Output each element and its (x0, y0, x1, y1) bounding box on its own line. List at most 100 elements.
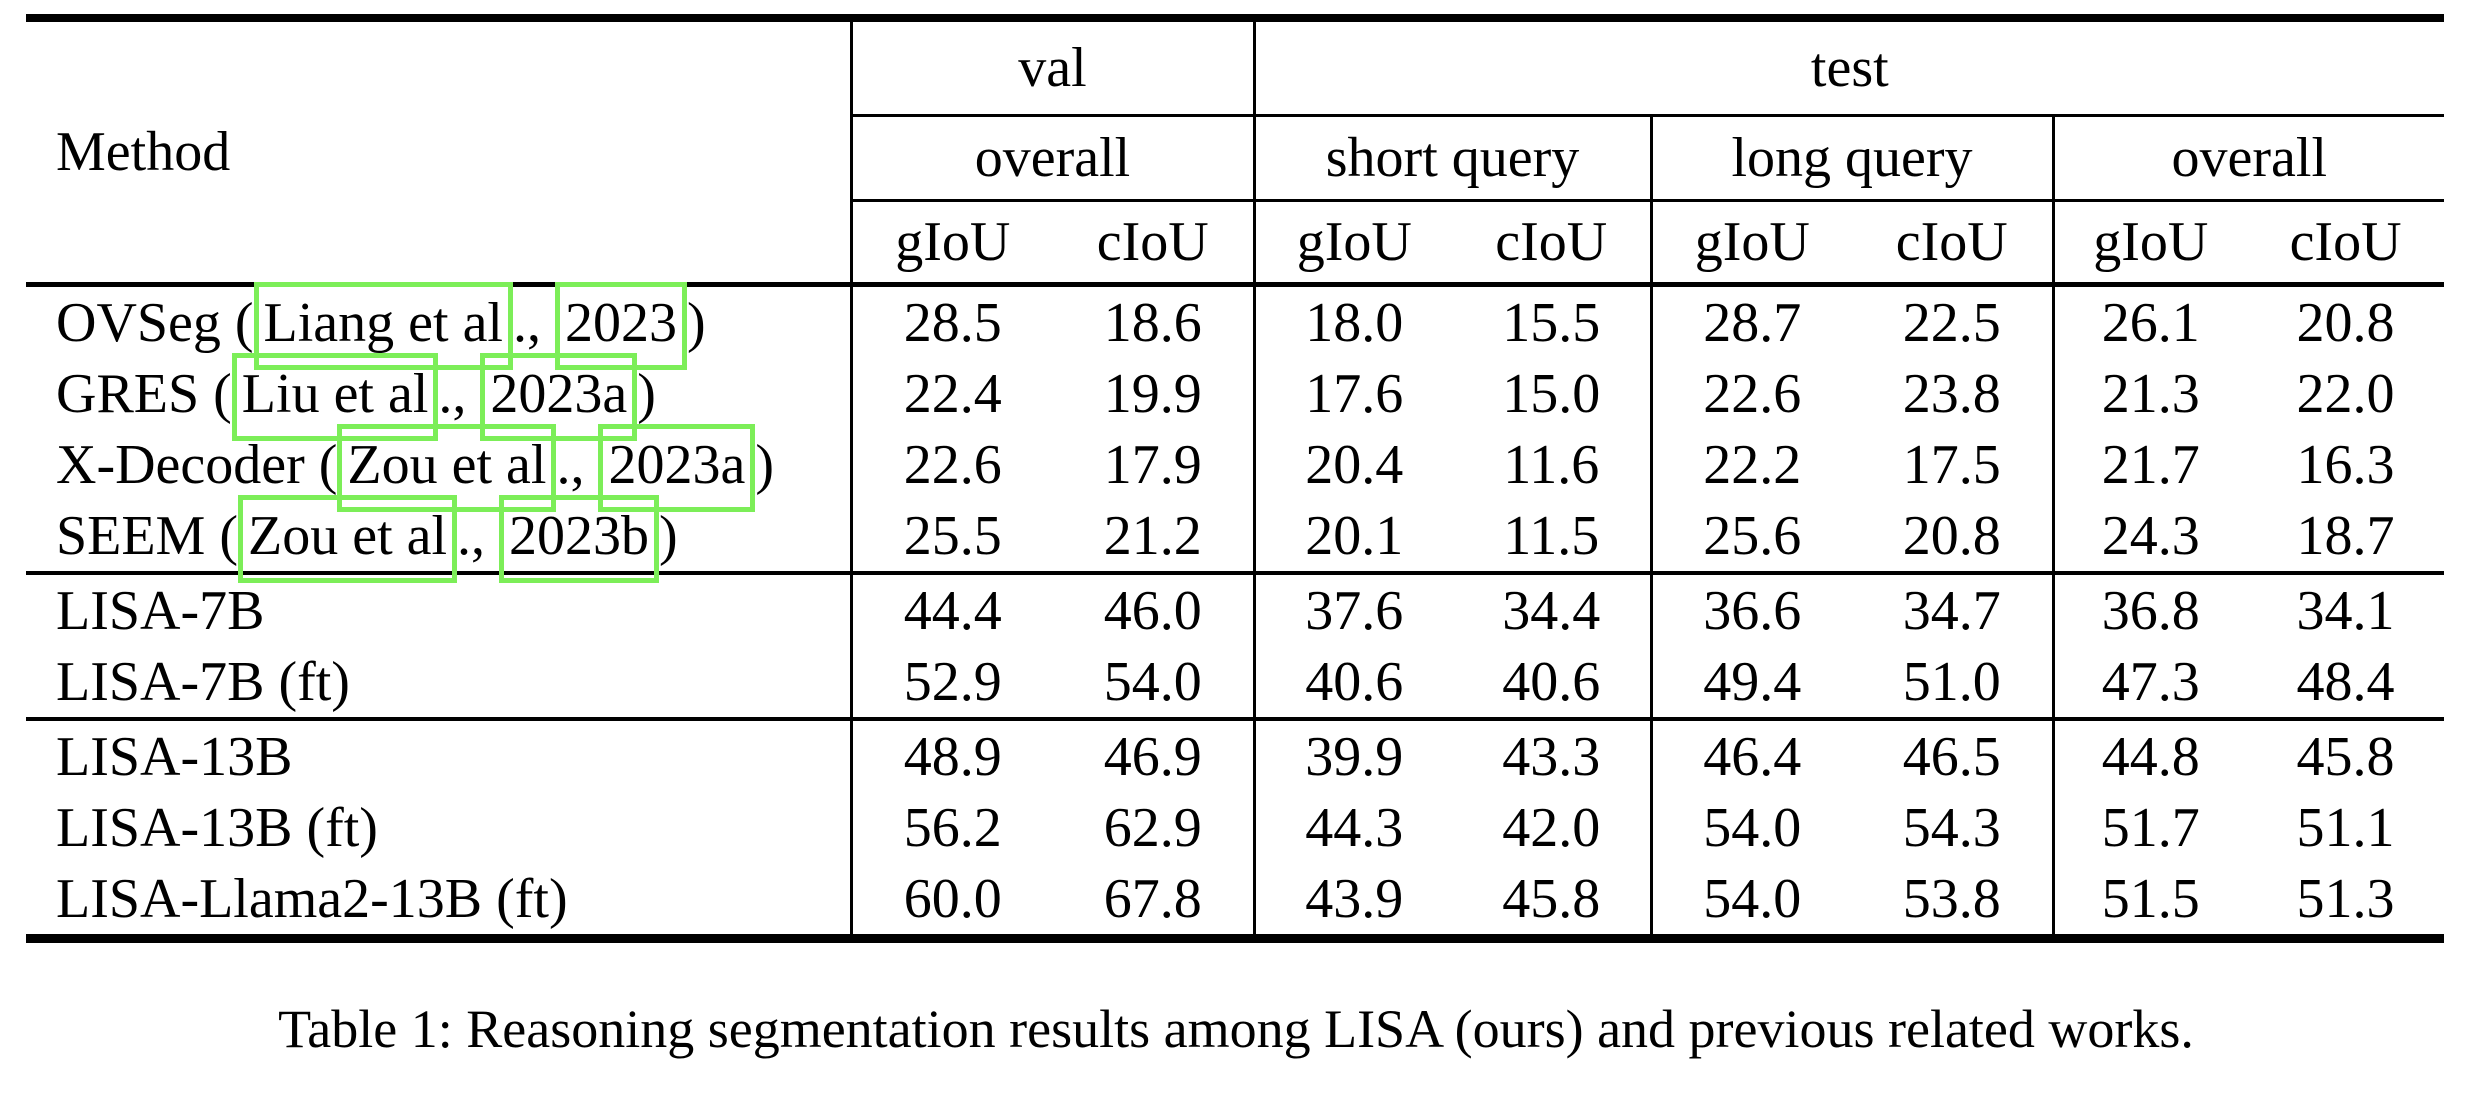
test-long-giou: 22.6 (1649, 358, 1853, 429)
test-overall-giou: 51.5 (2051, 863, 2248, 939)
method-name: LISA-7B (56, 579, 265, 642)
test-long-ciou: 17.5 (1902, 433, 2001, 496)
column-header-giou: gIoU (1252, 200, 1454, 287)
column-header-giou: gIoU (2051, 200, 2248, 287)
test-overall-giou: 21.7 (2051, 429, 2248, 500)
citation-author-link[interactable]: Liang et al (253, 281, 513, 370)
test-overall-ciou: 34.1 (2247, 571, 2445, 646)
test-overall-ciou: 20.8 (2296, 291, 2395, 354)
citation-separator: ., (457, 504, 500, 567)
test-short-ciou: 40.6 (1502, 650, 1601, 713)
test-long-giou: 54.0 (1649, 792, 1853, 863)
header-row-subgroups: overall short query long query overall (26, 115, 2445, 202)
test-long-ciou: 34.7 (1852, 571, 2054, 646)
column-header-ciou: cIoU (2247, 200, 2445, 287)
method-name: SEEM ( (56, 504, 238, 567)
table-row: LISA-13B 48.9 46.9 39.9 43.3 46.4 46.5 4… (26, 717, 2445, 792)
method-cell: OVSeg (Liang et al., 2023) (26, 281, 851, 370)
citation-separator: ., (512, 291, 555, 354)
test-short-giou: 37.6 (1252, 571, 1454, 646)
val-overall-giou: 22.4 (849, 358, 1053, 429)
test-overall-giou: 51.7 (2051, 792, 2248, 863)
method-name: LISA-13B (ft) (56, 796, 378, 859)
method-suffix: ) (637, 362, 656, 425)
group-lisa-7b: LISA-7B 44.4 46.0 37.6 34.4 36.6 34.7 36… (26, 571, 2445, 719)
citation-author-link[interactable]: Zou et al (238, 494, 458, 583)
table-row: X-Decoder (Zou et al., 2023a) 22.6 17.9 … (26, 423, 2444, 512)
citation-year-link[interactable]: 2023 (554, 281, 687, 370)
column-subgroup-long-query: long query (1649, 115, 2054, 202)
test-long-giou: 28.7 (1649, 284, 1853, 358)
group-lisa-13b: LISA-13B 48.9 46.9 39.9 43.3 46.4 46.5 4… (26, 717, 2445, 939)
column-header-method: Method (26, 18, 851, 287)
header-row-splits: Method val test (26, 18, 2445, 287)
method-cell: X-Decoder (Zou et al., 2023a) (26, 423, 851, 512)
citation-author-link[interactable]: Zou et al (337, 423, 557, 512)
table-row: SEEM (Zou et al., 2023b) 25.5 21.2 20.1 … (26, 494, 2444, 583)
column-header-ciou: cIoU (1053, 200, 1255, 287)
test-long-ciou: 23.8 (1902, 362, 2001, 425)
citation-year-link[interactable]: 2023a (598, 423, 756, 512)
test-overall-ciou: 51.3 (2296, 867, 2395, 930)
test-long-giou: 22.2 (1649, 429, 1853, 500)
test-overall-giou: 36.8 (2051, 571, 2248, 646)
val-overall-giou: 22.6 (849, 429, 1053, 500)
test-overall-giou: 24.3 (2051, 500, 2248, 573)
test-short-giou: 39.9 (1252, 717, 1454, 792)
val-overall-ciou: 67.8 (1103, 867, 1202, 930)
test-short-ciou: 15.0 (1502, 362, 1601, 425)
test-overall-giou: 21.3 (2051, 358, 2248, 429)
val-overall-ciou: 62.9 (1103, 796, 1202, 859)
test-short-giou: 43.9 (1252, 863, 1454, 939)
val-overall-giou: 56.2 (849, 792, 1053, 863)
val-overall-ciou: 46.0 (1053, 571, 1255, 646)
test-long-giou: 46.4 (1649, 717, 1853, 792)
citation-separator: ., (556, 433, 599, 496)
test-overall-giou: 47.3 (2051, 646, 2248, 719)
method-suffix: ) (659, 504, 678, 567)
citation-separator: ., (438, 362, 481, 425)
method-name: LISA-7B (ft) (56, 650, 350, 713)
paper-table-figure: Method val test overall short query long… (0, 14, 2472, 1104)
citation-year-link[interactable]: 2023a (480, 352, 638, 441)
val-overall-ciou: 21.2 (1103, 504, 1202, 567)
test-overall-ciou: 16.3 (2296, 433, 2395, 496)
column-subgroup-short-query: short query (1252, 115, 1652, 202)
test-overall-giou: 44.8 (2051, 717, 2248, 792)
test-overall-ciou: 51.1 (2296, 796, 2395, 859)
method-name: LISA-13B (56, 725, 293, 788)
table-row: LISA-13B (ft) 56.2 62.9 44.3 42.0 54.0 5… (26, 792, 2444, 863)
column-header-giou: gIoU (1649, 200, 1853, 287)
column-header-ciou: cIoU (1852, 200, 2054, 287)
column-subgroup-test-overall: overall (2051, 115, 2445, 202)
column-subgroup-val-overall: overall (849, 115, 1255, 202)
column-header-ciou: cIoU (1453, 200, 1652, 287)
test-short-ciou: 34.4 (1453, 571, 1652, 646)
test-short-giou: 20.1 (1252, 500, 1454, 573)
table-row: LISA-7B (ft) 52.9 54.0 40.6 40.6 49.4 51… (26, 646, 2444, 719)
val-overall-ciou: 17.9 (1103, 433, 1202, 496)
table-row: OVSeg (Liang et al., 2023) 28.5 18.6 18.… (26, 281, 2444, 370)
test-overall-ciou: 48.4 (2296, 650, 2395, 713)
test-short-giou: 40.6 (1252, 646, 1454, 719)
method-cell: LISA-Llama2-13B (ft) (26, 863, 851, 939)
test-overall-giou: 26.1 (2051, 284, 2248, 358)
test-overall-ciou: 45.8 (2247, 717, 2445, 792)
method-cell: LISA-7B (ft) (26, 646, 851, 719)
results-table: Method val test overall short query long… (26, 14, 2445, 943)
method-suffix: ) (686, 291, 706, 354)
method-cell: LISA-13B (ft) (26, 792, 851, 863)
group-prior-works: OVSeg (Liang et al., 2023) 28.5 18.6 18.… (26, 281, 2444, 583)
val-overall-ciou: 19.9 (1103, 362, 1202, 425)
test-long-ciou: 20.8 (1902, 504, 2001, 567)
method-name: OVSeg ( (56, 291, 254, 354)
val-overall-ciou: 54.0 (1103, 650, 1202, 713)
column-group-val: val (849, 18, 1255, 117)
citation-year-link[interactable]: 2023b (499, 494, 660, 583)
method-name: X-Decoder ( (56, 433, 338, 496)
method-cell: LISA-7B (26, 571, 851, 646)
test-short-giou: 18.0 (1252, 284, 1454, 358)
test-overall-ciou: 18.7 (2296, 504, 2395, 567)
citation-author-link[interactable]: Liu et al (231, 352, 439, 441)
header-row-metrics: gIoU cIoU gIoU cIoU gIoU cIoU gIoU cIoU (26, 200, 2445, 287)
